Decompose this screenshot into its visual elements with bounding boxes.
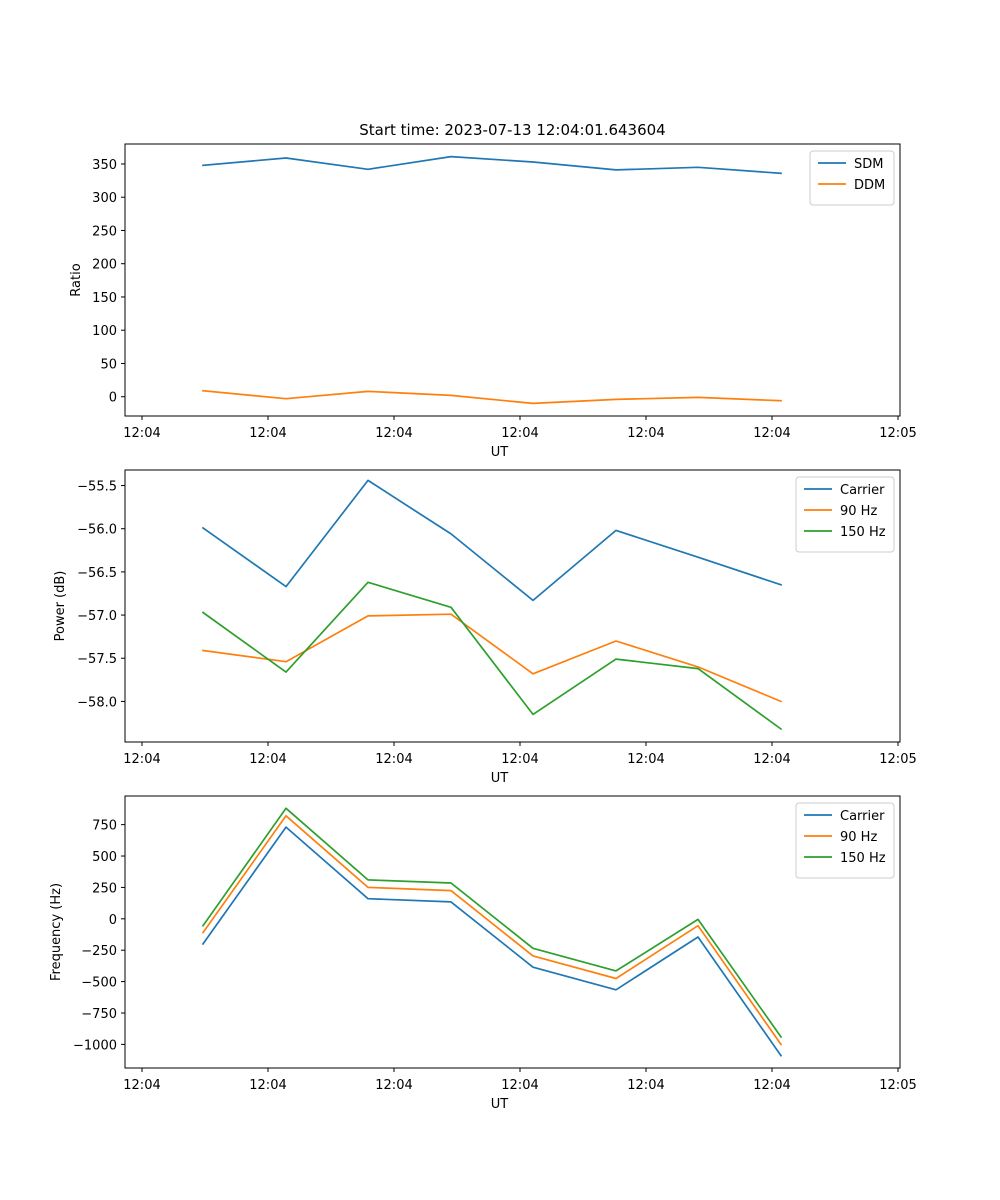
x-tick-label: 12:04: [249, 1078, 286, 1093]
legend-label: 150 Hz: [840, 851, 886, 866]
x-tick-label: 12:04: [375, 752, 412, 767]
x-tick-label: 12:04: [375, 1078, 412, 1093]
x-tick-label: 12:05: [879, 426, 916, 441]
series-line-carrier: [201, 479, 783, 602]
legend-frame: [795, 802, 895, 879]
x-tick-label: 12:04: [123, 426, 160, 441]
y-tick-label: −1000: [73, 1038, 117, 1053]
series-line-90-hz: [202, 613, 783, 703]
series-line-sdm: [202, 155, 782, 175]
y-tick-label: 0: [109, 391, 117, 406]
x-axis-label: UT: [491, 771, 509, 786]
y-tick-label: 200: [92, 258, 117, 273]
y-tick-label: 500: [92, 850, 117, 865]
panel-1: Start time: 2023-07-13 12:04:01.643604 0 5…: [69, 121, 917, 460]
legend-label: 90 Hz: [840, 830, 877, 845]
x-tick-label: 12:04: [375, 426, 412, 441]
legend: SDM DDM: [809, 150, 895, 206]
x-tick-label: 12:04: [501, 426, 538, 441]
x-tick-label: 12:05: [879, 752, 916, 767]
panel-3: −1000 −750 −500 −250 0 250 500 750 12:04 12:04 12:…: [49, 795, 917, 1112]
axes-frame: [124, 795, 901, 1069]
x-tick-label: 12:04: [753, 1078, 790, 1093]
y-axis-label: Ratio: [69, 263, 84, 296]
y-axis-label: Frequency (Hz): [49, 883, 64, 981]
axes-frame: [124, 469, 901, 743]
y-tick-label: −57.0: [77, 609, 117, 624]
x-tick-label: 12:04: [249, 426, 286, 441]
legend: Carrier 90 Hz 150 Hz: [795, 802, 895, 879]
y-tick-label: 300: [92, 191, 117, 206]
axes-frame: [124, 143, 901, 417]
legend-label: 90 Hz: [840, 504, 877, 519]
series-line-150-hz: [201, 581, 783, 731]
x-tick-label: 12:04: [627, 752, 664, 767]
x-tick-label: 12:04: [249, 752, 286, 767]
legend-frame: [795, 476, 895, 553]
x-axis-label: UT: [491, 445, 509, 460]
chart-title: Start time: 2023-07-13 12:04:01.643604: [359, 121, 665, 139]
series-line-carrier: [201, 826, 783, 1057]
x-tick-label: 12:04: [123, 1078, 160, 1093]
y-tick-label: 0: [109, 913, 117, 928]
panel-2: −58.0 −57.5 −57.0 −56.5 −56.0 −55.5 12:04 12:04…: [53, 469, 917, 786]
y-tick-label: −250: [81, 944, 117, 959]
y-tick-label: 250: [92, 224, 117, 239]
y-tick-label: −500: [81, 976, 117, 991]
y-tick-label: 100: [92, 324, 117, 339]
x-axis-label: UT: [491, 1097, 509, 1112]
y-tick-label: 150: [92, 291, 117, 306]
series-line-90-hz: [201, 814, 783, 1046]
legend-frame: [809, 150, 895, 206]
legend: Carrier 90 Hz 150 Hz: [795, 476, 895, 553]
y-axis-label: Power (dB): [53, 571, 68, 642]
x-tick-label: 12:04: [501, 752, 538, 767]
y-tick-label: −55.5: [77, 480, 117, 495]
y-tick-label: 50: [100, 357, 117, 372]
x-tick-label: 12:04: [753, 752, 790, 767]
y-tick-label: 750: [92, 819, 117, 834]
series-line-150-hz: [201, 807, 783, 1039]
y-tick-label: −750: [81, 1007, 117, 1022]
y-tick-label: 250: [92, 881, 117, 896]
x-tick-label: 12:04: [627, 426, 664, 441]
y-tick-label: 350: [92, 158, 117, 173]
legend-label: SDM: [854, 157, 883, 172]
y-tick-label: −57.5: [77, 652, 117, 667]
legend-label: 150 Hz: [840, 525, 886, 540]
x-tick-label: 12:05: [879, 1078, 916, 1093]
legend-label: Carrier: [840, 809, 885, 824]
y-tick-label: −56.5: [77, 566, 117, 581]
y-tick-label: −56.0: [77, 523, 117, 538]
x-tick-label: 12:04: [753, 426, 790, 441]
x-tick-label: 12:04: [501, 1078, 538, 1093]
x-tick-label: 12:04: [627, 1078, 664, 1093]
legend-label: DDM: [854, 178, 885, 193]
x-tick-label: 12:04: [123, 752, 160, 767]
legend-label: Carrier: [840, 483, 885, 498]
y-tick-label: −58.0: [77, 695, 117, 710]
series-line-ddm: [202, 389, 782, 405]
